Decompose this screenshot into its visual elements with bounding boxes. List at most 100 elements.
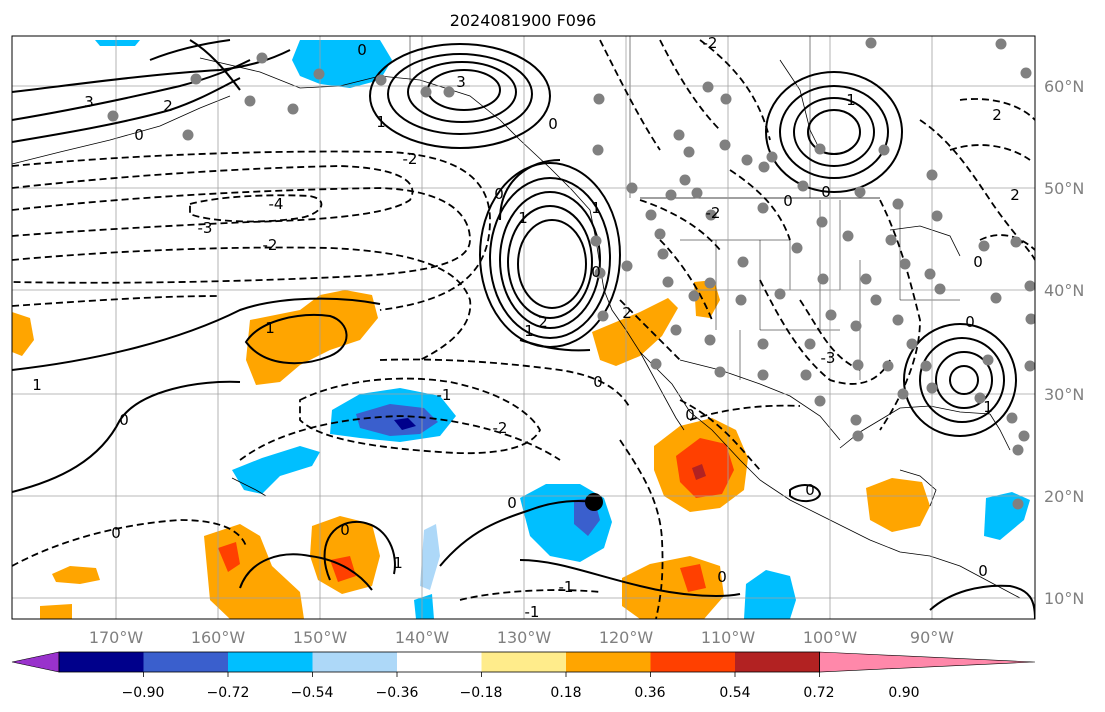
contour-label: 1: [983, 398, 993, 416]
gridlines: [12, 36, 1035, 619]
colorbar-tick-label: −0.54: [291, 685, 334, 701]
contour-label: -2: [263, 236, 278, 254]
baja-peninsula: [639, 351, 685, 431]
lon-label: 130°W: [497, 628, 552, 647]
negative-shade-subtropical-core: [394, 418, 416, 430]
colorbar-segment: [312, 652, 398, 672]
lon-label: 140°W: [395, 628, 450, 647]
lat-label: 50°N: [1044, 179, 1084, 198]
contour-label: 0: [965, 313, 975, 331]
positive-shade-southwest-us: [694, 280, 720, 318]
florida: [989, 413, 1011, 451]
contour-label: -2: [493, 419, 508, 437]
station-dots: [107, 37, 1035, 510]
lon-label: 100°W: [803, 628, 858, 647]
contour-label: 0: [357, 41, 367, 59]
colorbar-tick-label: 0.18: [550, 685, 581, 701]
contour-label: 3: [84, 93, 94, 111]
yucatan: [899, 469, 937, 507]
contour-label: 0: [783, 192, 793, 210]
contour-label: -1: [525, 603, 540, 621]
contour-label: 1: [32, 376, 42, 394]
contour-label: 2: [1010, 186, 1020, 204]
contour-label: 0: [685, 406, 695, 424]
contour-label: 1: [846, 91, 856, 109]
contour-label: 0: [494, 185, 504, 203]
lon-label: 120°W: [599, 628, 654, 647]
lat-label: 60°N: [1044, 77, 1084, 96]
positive-shade-mexico-pacific-core: [676, 438, 734, 498]
coastlines: [12, 57, 1021, 599]
great-lakes: [889, 225, 961, 257]
contour-label: 0: [111, 524, 121, 542]
negative-shade-aleutian: [95, 40, 140, 46]
colorbar-segment: [397, 652, 482, 672]
contour-label: 3: [456, 73, 466, 91]
contour-label: 0: [973, 253, 983, 271]
contour-label: 0: [805, 481, 815, 499]
longitude-labels: 170°W 160°W 150°W 140°W 130°W 120°W 110°…: [89, 628, 954, 647]
aleutian-islands: [12, 95, 231, 165]
contour-label: -1: [437, 386, 452, 404]
lon-label: 170°W: [89, 628, 144, 647]
contour-label: 0: [507, 494, 517, 512]
negative-shade-hawaii: [232, 446, 320, 494]
colorbar-segment: [566, 652, 651, 672]
contour-label: -2: [403, 150, 418, 168]
contour-label: 0: [548, 115, 558, 133]
colorbar-tick-label: 0.54: [719, 685, 750, 701]
positive-shade-california-coast: [592, 298, 678, 366]
negative-contours: [12, 39, 1035, 619]
contour-label: -3: [821, 349, 836, 367]
positive-shade-south-west-1-core: [218, 542, 240, 572]
map-panel: 3 2 0 0 3 1 -2 0 0 1 -4 -3 -2 1 1 0 -1 -…: [11, 35, 1036, 621]
contour-label: 2: [163, 97, 173, 115]
contour-label: 2: [538, 313, 548, 331]
colorbar-tick-label: −0.72: [207, 685, 250, 701]
lat-label: 10°N: [1044, 589, 1084, 608]
negative-shade-south-small: [414, 594, 434, 619]
shaded-anomalies: [12, 40, 1030, 619]
contour-label: 1: [524, 322, 534, 340]
hudson-bay: [779, 59, 821, 151]
colorbar-extend-high: [819, 651, 1036, 673]
colorbar-tick-label: −0.90: [122, 685, 165, 701]
lon-label: 160°W: [191, 628, 246, 647]
colorbar-tick-label: 0.72: [803, 685, 834, 701]
colorbar-tick-label: −0.36: [376, 685, 419, 701]
positive-shade-south-east-1-core: [680, 564, 706, 592]
north-america-west-coast: [549, 167, 1021, 599]
hawaii-islands: [231, 477, 267, 497]
colorbar-frame: [58, 651, 820, 673]
positive-contours: [12, 39, 1035, 619]
contour-label: 1: [265, 319, 275, 337]
lat-label: 20°N: [1044, 487, 1084, 506]
positive-shade-small-left: [40, 604, 72, 619]
colorbar-tick-label: 0.36: [634, 685, 665, 701]
colorbar-ticks: [143, 672, 820, 677]
positive-shade-west-edge: [12, 312, 34, 356]
colorbar-extend-low: [11, 651, 60, 673]
colorbar-segment: [650, 652, 736, 672]
contour-label: 0: [978, 562, 988, 580]
colorbar-segment: [481, 652, 567, 672]
negative-shade-south-east-2: [744, 570, 796, 619]
contour-label: 2: [622, 304, 632, 322]
colorbar-segment: [735, 652, 820, 672]
contour-label: 1: [518, 209, 528, 227]
lon-label: 90°W: [910, 628, 954, 647]
colorbar-segment: [143, 652, 229, 672]
colorbar-segment: [228, 652, 313, 672]
colorbar-tick-label: 0.90: [888, 685, 919, 701]
colorbar-segment: [59, 652, 144, 672]
contour-label: 0: [119, 411, 129, 429]
contour-label: 1: [393, 554, 403, 572]
contour-label: 0: [821, 183, 831, 201]
us-mexico-border: [679, 359, 841, 441]
latitude-labels: 60°N 50°N 40°N 30°N 20°N 10°N: [1044, 77, 1084, 608]
contour-label: -2: [706, 204, 721, 222]
contour-label: 0: [717, 568, 727, 586]
contour-label: 1: [591, 199, 601, 217]
contour-labels: 3 2 0 0 3 1 -2 0 0 1 -4 -3 -2 1 1 0 -1 -…: [32, 36, 1020, 621]
